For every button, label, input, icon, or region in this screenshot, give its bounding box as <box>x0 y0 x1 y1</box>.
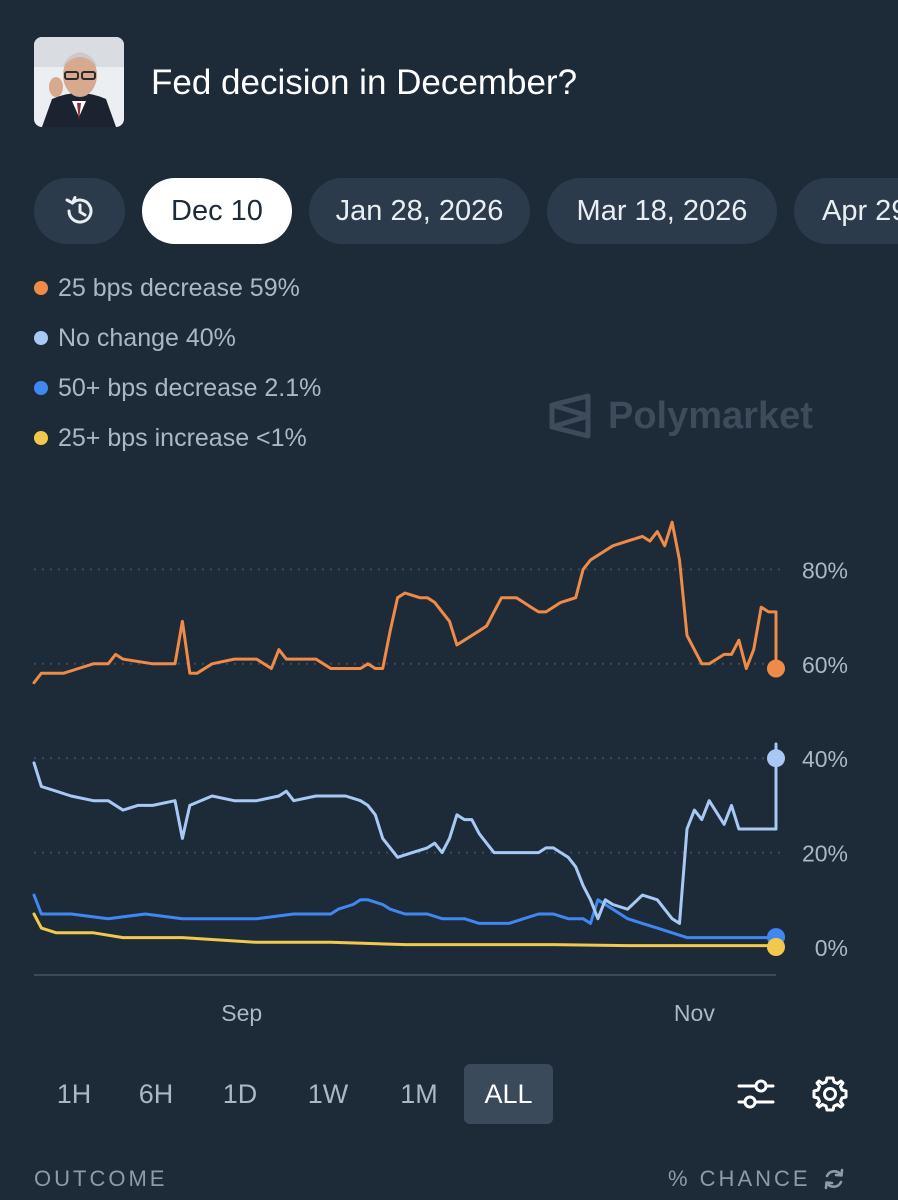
x-tick-label: Sep <box>221 1000 262 1026</box>
legend-dot-no-change <box>34 331 48 345</box>
chart-axes: 0% 20% 40% 60% 80% Sep Nov <box>34 557 848 1026</box>
y-tick-label: 0% <box>815 935 848 961</box>
legend-item: 50+ bps decrease 2.1% <box>34 368 321 408</box>
legend-label: 25 bps decrease 59% <box>58 273 300 302</box>
watermark-text: Polymarket <box>608 394 813 437</box>
period-1h[interactable]: 1H <box>56 1078 92 1109</box>
polymarket-watermark: Polymarket <box>548 393 813 439</box>
x-tick-label: Nov <box>674 1000 715 1026</box>
period-6h[interactable]: 6H <box>138 1078 174 1109</box>
series-end-marker <box>767 749 785 768</box>
price-chart[interactable]: 0% 20% 40% 60% 80% Sep Nov <box>0 500 898 1030</box>
legend-item: 25+ bps increase <1% <box>34 418 307 458</box>
chance-column-header: % CHANCE <box>668 1166 847 1192</box>
legend-item: 25 bps decrease 59% <box>34 268 300 308</box>
y-tick-label: 40% <box>802 746 848 772</box>
y-tick-label: 80% <box>802 557 848 583</box>
series-line-25-bps-increase <box>32 912 778 949</box>
y-tick-label: 20% <box>802 841 848 867</box>
chart-series <box>32 520 785 956</box>
history-icon <box>65 196 92 224</box>
series-end-marker <box>767 938 785 956</box>
period-1d[interactable]: 1D <box>222 1078 258 1109</box>
series-line-50-bps-decrease <box>32 893 778 940</box>
legend-dot-50bps-decrease <box>34 381 48 395</box>
portrait-image <box>34 37 124 127</box>
tab-dec-10[interactable]: Dec 10 <box>142 178 292 244</box>
tab-apr-29-2026[interactable]: Apr 29, 2026 <box>794 178 898 244</box>
period-1w[interactable]: 1W <box>307 1078 349 1109</box>
date-tabs: Dec 10 Jan 28, 2026 Mar 18, 2026 Apr 29,… <box>0 178 898 246</box>
gear-icon <box>812 1076 848 1112</box>
legend-dot-25bps-increase <box>34 431 48 445</box>
chart-grid <box>34 568 782 854</box>
market-title: Fed decision in December? <box>151 63 578 102</box>
legend-label: No change 40% <box>58 323 236 352</box>
series-line-25-bps-decrease <box>32 520 778 685</box>
period-all[interactable]: ALL <box>464 1064 553 1124</box>
outcome-column-header: OUTCOME <box>34 1166 168 1191</box>
refresh-icon[interactable] <box>821 1166 847 1192</box>
period-1m[interactable]: 1M <box>400 1078 438 1109</box>
y-tick-label: 60% <box>802 652 848 678</box>
chance-header-label: % CHANCE <box>668 1166 811 1191</box>
legend-label: 25+ bps increase <1% <box>58 423 307 452</box>
series-line-no-change <box>32 742 778 925</box>
series-end-marker <box>767 659 785 678</box>
market-header: Fed decision in December? <box>34 37 874 127</box>
settings-button[interactable] <box>808 1072 852 1116</box>
tab-mar-18-2026[interactable]: Mar 18, 2026 <box>547 178 777 244</box>
legend-label: 50+ bps decrease 2.1% <box>58 373 322 402</box>
filter-button[interactable] <box>734 1072 778 1116</box>
polymarket-logo-icon <box>549 393 591 439</box>
market-avatar <box>34 37 124 127</box>
history-tab[interactable] <box>34 178 125 244</box>
legend-dot-25bps-decrease <box>34 281 48 295</box>
legend-item: No change 40% <box>34 318 236 358</box>
tab-jan-28-2026[interactable]: Jan 28, 2026 <box>309 178 530 244</box>
sliders-icon <box>737 1079 775 1109</box>
